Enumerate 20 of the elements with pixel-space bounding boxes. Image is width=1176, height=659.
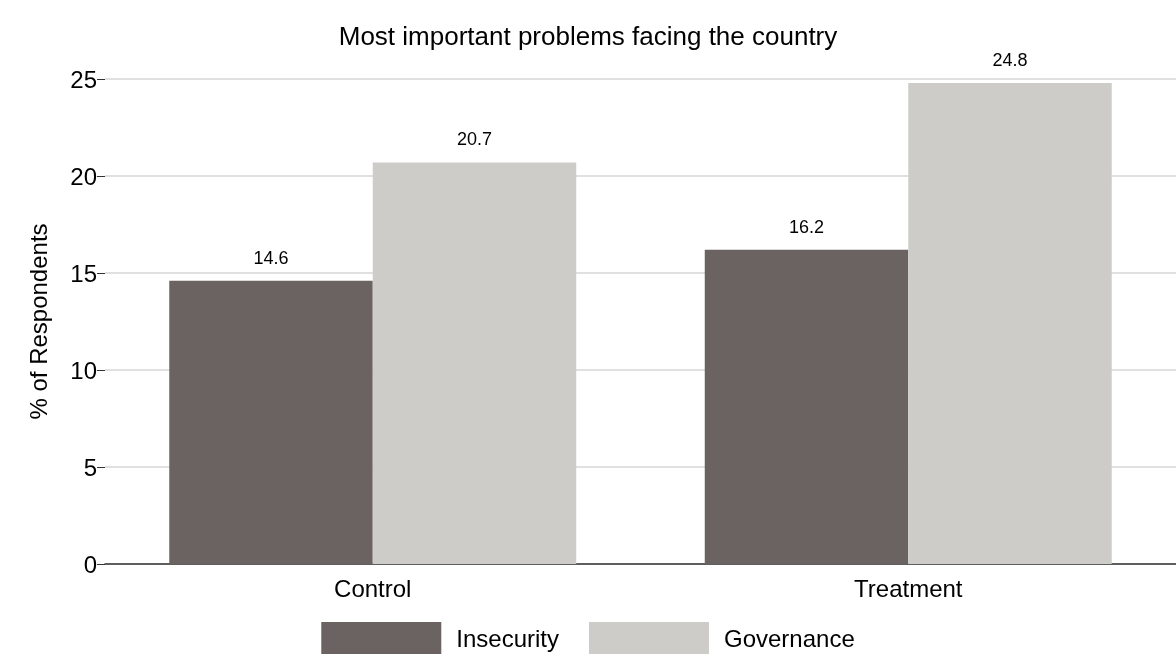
data-label: 24.8 [992,49,1028,70]
legend-label: Insecurity [456,624,559,652]
x-tick-label: Treatment [854,574,963,602]
y-tick-label: 0 [83,550,97,578]
bar [704,249,909,564]
x-tick-label: Control [334,574,412,602]
data-label: 16.2 [788,216,825,237]
legend-label: Governance [723,624,855,652]
data-label: 20.7 [456,129,493,150]
y-tick-label: 5 [83,453,97,481]
y-axis-title: % of Respondents [24,223,52,420]
data-label: 14.6 [253,247,289,268]
bar [169,280,373,564]
bar [908,82,1112,564]
bar [372,162,577,564]
y-tick-label: 25 [70,65,97,93]
y-tick-label: 10 [70,356,97,384]
y-tick-label: 20 [70,162,97,190]
chart-title: Most important problems facing the country [338,21,838,51]
y-tick-label: 15 [70,259,97,287]
